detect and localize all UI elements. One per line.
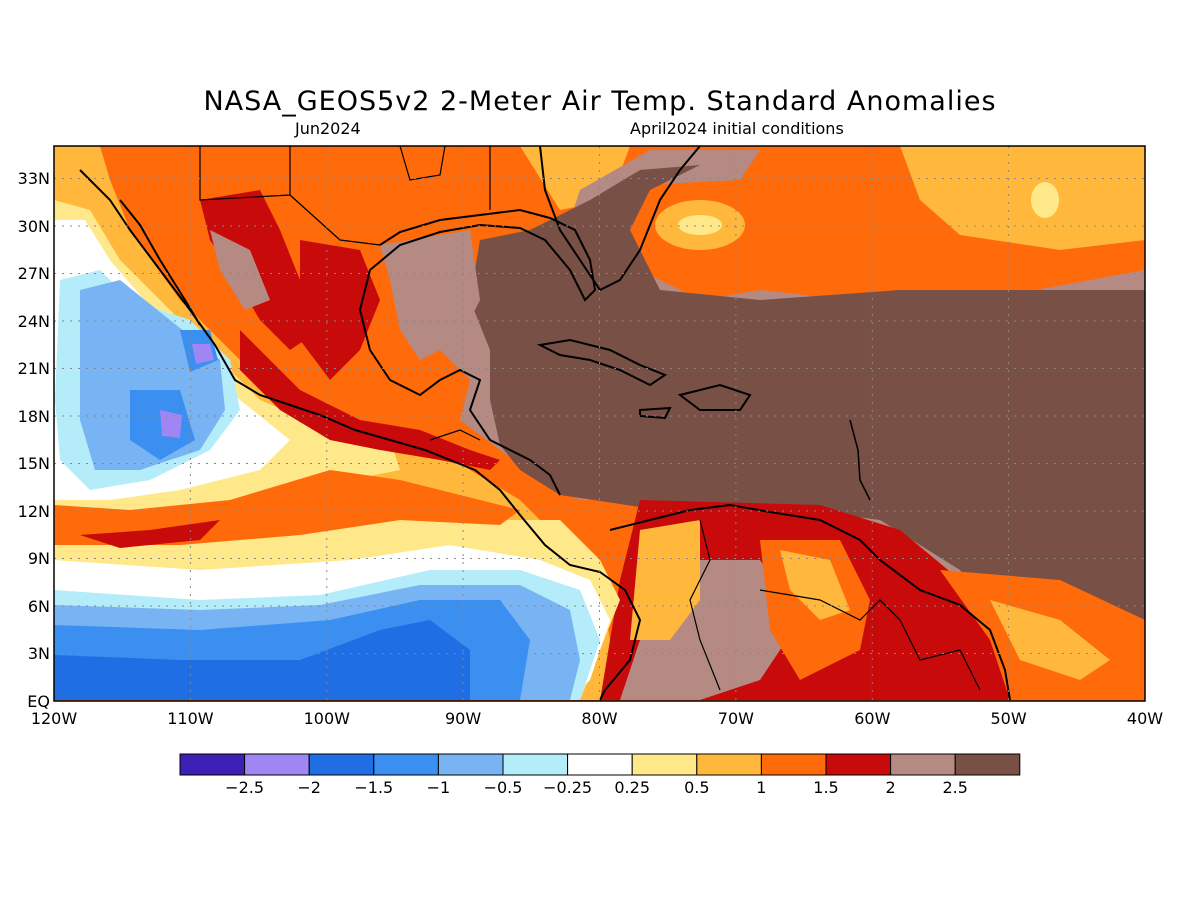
lesser-antilles	[849, 419, 871, 501]
colorbar: −2.5 −2 −1.5 −1 −0.5 −0.25 0.25 0.5 1 1.5 2 2.5	[179, 753, 1021, 797]
us-border-west	[199, 146, 291, 201]
lon-label: 100W	[304, 709, 351, 728]
field-mexico-high	[210, 230, 270, 310]
colombia-border	[689, 519, 721, 691]
field-colombia-05	[630, 520, 700, 640]
field-sa-05	[780, 550, 850, 620]
lon-axis: 120W 110W 100W 90W 80W 70W 60W 50W 40W	[31, 709, 1163, 728]
colorbar-label: 1.5	[813, 778, 838, 797]
lat-label: 15N	[18, 454, 50, 473]
lon-label: 60W	[854, 709, 890, 728]
lat-label: 3N	[28, 644, 50, 663]
baja-coast	[119, 199, 201, 326]
initial-conditions: April2024 initial conditions	[630, 119, 844, 138]
colorbar-label: 1	[756, 778, 766, 797]
lon-label: 120W	[31, 709, 78, 728]
lon-label: 110W	[167, 709, 214, 728]
field-mexico-3	[300, 240, 380, 380]
colorbar-swatch	[760, 753, 827, 776]
colorbar-swatch	[825, 753, 892, 776]
field-mexico-2	[200, 190, 320, 350]
borders	[199, 146, 981, 691]
hispaniola	[677, 383, 752, 411]
field-pac-min2	[192, 344, 214, 364]
colorbar-label: −1	[427, 778, 451, 797]
jamaica	[639, 406, 672, 420]
central-am-border	[429, 429, 481, 441]
field-coast-2	[240, 330, 500, 470]
lon-label: 70W	[718, 709, 754, 728]
lat-label: 21N	[18, 359, 50, 378]
colorbar-swatch	[308, 753, 375, 776]
field-atl-warm2-core	[1031, 182, 1059, 218]
forecast-month: Jun2024	[295, 119, 361, 138]
map-frame	[53, 145, 1146, 702]
field-atl-eq-05	[990, 600, 1110, 680]
us-mexico-border	[289, 194, 381, 246]
lon-label: 80W	[581, 709, 617, 728]
colorbar-swatch	[954, 753, 1021, 776]
field-spac-cool4	[54, 620, 470, 700]
gulf-coast	[358, 208, 597, 496]
colorbar-swatch	[373, 753, 439, 776]
lat-label: 33N	[18, 169, 50, 188]
colorbar-label: 0.5	[684, 778, 709, 797]
colorbar-swatch	[890, 753, 956, 776]
anomaly-field	[54, 146, 1145, 701]
lon-label: 90W	[445, 709, 481, 728]
guiana-border	[899, 619, 981, 691]
field-caribbean-max	[470, 165, 1145, 700]
lat-label: EQ	[27, 692, 50, 711]
colorbar-swatch	[437, 753, 504, 776]
colorbar-label: 0.25	[614, 778, 650, 797]
lat-axis: 33N 30N 27N 24N 21N 18N 15N 12N 9N 6N 3N…	[18, 169, 50, 711]
gridlines	[54, 146, 1145, 701]
coastlines	[79, 146, 1011, 701]
colorbar-swatch	[567, 753, 633, 776]
colorbar-swatch	[631, 753, 698, 776]
colorbar-swatch	[179, 753, 246, 776]
lat-label: 24N	[18, 312, 50, 331]
florida-east-coast	[539, 146, 701, 292]
colorbar-label: 2.5	[942, 778, 967, 797]
colorbar-label: −2	[297, 778, 321, 797]
colorbar-label: 2	[886, 778, 896, 797]
lat-label: 6N	[28, 597, 50, 616]
lon-label: 40W	[1127, 709, 1163, 728]
lat-label: 30N	[18, 217, 50, 236]
field-pac-band2	[80, 520, 220, 548]
field-pac-band1	[54, 470, 520, 545]
lat-label: 12N	[18, 502, 50, 521]
colorbar-swatch	[502, 753, 569, 776]
cuba	[536, 338, 668, 387]
colorbar-swatch	[244, 753, 310, 776]
lat-label: 9N	[28, 549, 50, 568]
sa-north-coast	[609, 503, 1011, 701]
field-gulf-high	[380, 230, 480, 360]
us-state-lines	[399, 146, 446, 181]
field-atl-warm2	[900, 146, 1145, 250]
lon-label: 50W	[991, 709, 1027, 728]
colorbar-label: −0.5	[484, 778, 523, 797]
colorbar-label: −0.25	[543, 778, 592, 797]
field-atl-warm1-core	[678, 215, 722, 235]
venezuela-border	[759, 589, 901, 621]
field-pac-min1	[160, 410, 182, 438]
map-title: NASA_GEOS5v2 2-Meter Air Temp. Standard …	[203, 86, 997, 117]
colorbar-swatch	[696, 753, 762, 776]
colorbar-label: −1.5	[354, 778, 393, 797]
lat-label: 27N	[18, 264, 50, 283]
lat-label: 18N	[18, 407, 50, 426]
colorbar-label: −2.5	[225, 778, 264, 797]
